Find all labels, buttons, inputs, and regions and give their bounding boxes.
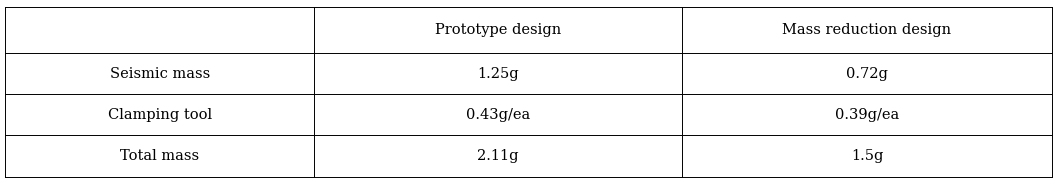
Text: Mass reduction design: Mass reduction design — [782, 23, 951, 37]
Text: 0.43g/ea: 0.43g/ea — [466, 108, 531, 122]
Text: 1.5g: 1.5g — [851, 149, 884, 163]
Text: Prototype design: Prototype design — [435, 23, 561, 37]
Text: 1.25g: 1.25g — [478, 67, 519, 81]
Text: Clamping tool: Clamping tool — [108, 108, 211, 122]
Text: Seismic mass: Seismic mass — [110, 67, 209, 81]
Text: 2.11g: 2.11g — [478, 149, 519, 163]
Text: 0.39g/ea: 0.39g/ea — [835, 108, 900, 122]
Text: 0.72g: 0.72g — [846, 67, 888, 81]
Text: Total mass: Total mass — [120, 149, 199, 163]
